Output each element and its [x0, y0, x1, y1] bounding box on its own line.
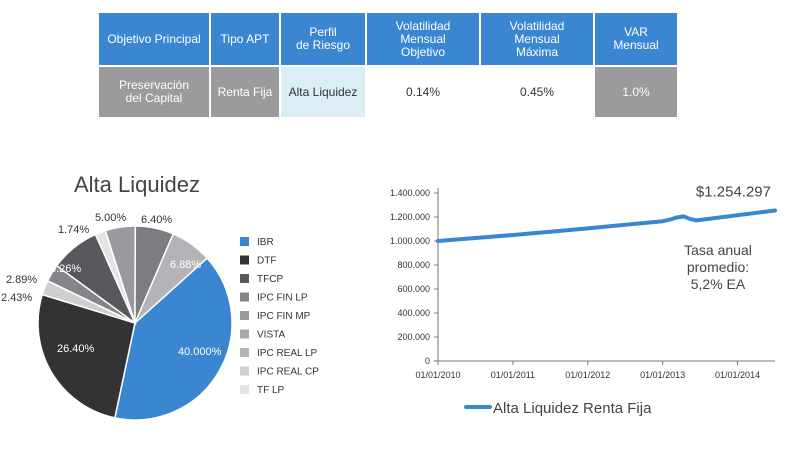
pie-label-ipc-real-cp: 6.40%: [141, 214, 172, 226]
x-tick-label: 01/01/2011: [491, 370, 535, 380]
header-volatilidad-objetivo: Volatilidad Mensual Objetivo: [367, 13, 479, 65]
legend-label-ipc-real-lp: IPC REAL LP: [257, 348, 318, 359]
cell-volatilidad-objetivo: 0.14%: [367, 67, 479, 117]
pie-slice-tf-lp: [134, 232, 209, 324]
legend-swatch-tfcp: [240, 274, 249, 283]
annotation-line: promedio:: [687, 259, 749, 275]
legend-label-ipc-fin-mp: IPC FIN MP: [257, 311, 311, 322]
y-tick-label: 1.000.000: [390, 236, 430, 246]
pie-label-ipc-real-lp: 5.00%: [95, 212, 126, 224]
pie-slice-dtf: [37, 293, 136, 419]
end-value-label: $1.254.297: [696, 183, 771, 200]
pie-label-ipc-fin-mp: 8.26%: [50, 263, 81, 275]
cell-perfil-riesgo: Alta Liquidez: [281, 67, 365, 117]
header-volatilidad-maxima: Volatilidad Mensual Máxima: [481, 13, 593, 65]
legend-swatch-ipc-fin-lp: [240, 292, 249, 302]
y-tick-label: 1.200.000: [390, 212, 430, 222]
legend-label-ipc-fin-lp: IPC FIN LP: [257, 293, 308, 304]
legend-swatch-ipc-fin-mp: [240, 311, 249, 320]
legend-label-tf-lp: TF LP: [257, 385, 285, 396]
y-tick-label: 1.400.000: [390, 188, 430, 198]
series-line-alta-liquidez-renta-fija: [436, 208, 777, 243]
annotation-line: Tasa anual: [684, 242, 752, 258]
legend-label-dtf: DTF: [257, 256, 276, 267]
summary-table: Objetivo Principal Tipo APT Perfil de Ri…: [97, 11, 679, 119]
cell-volatilidad-maxima: 0.45%: [481, 67, 593, 117]
header-tipo-apt: Tipo APT: [211, 13, 279, 65]
summary-data-row: Preservación del Capital Renta Fija Alta…: [99, 67, 677, 117]
x-tick-label: 01/01/2014: [715, 370, 760, 380]
legend-label-ipc-real-cp: IPC REAL CP: [257, 367, 319, 378]
cell-objetivo: Preservación del Capital: [99, 67, 209, 117]
legend-swatch-dtf: [240, 255, 249, 265]
pie-chart-title: Alta Liquidez: [74, 172, 200, 197]
legend-label-tfcp: TFCP: [257, 274, 283, 285]
x-tick-label: 01/01/2010: [415, 370, 460, 380]
cell-var-mensual: 1.0%: [595, 67, 677, 117]
line-legend-label: Alta Liquidez Renta Fija: [493, 400, 652, 417]
x-tick-label: 01/01/2013: [640, 370, 685, 380]
y-tick-label: 400.000: [397, 308, 430, 318]
summary-header-row: Objetivo Principal Tipo APT Perfil de Ri…: [99, 13, 677, 65]
pie-label-tfcp: 2.43%: [1, 292, 32, 304]
legend-label-vista: VISTA: [257, 330, 285, 341]
line-chart: 0 200.000 400.000 600.000 800.000 1.000.000 1.…: [390, 183, 777, 417]
y-tick-label: 800.000: [397, 260, 430, 270]
legend-swatch-tf-lp: [240, 385, 249, 394]
legend-swatch-vista: [240, 329, 249, 339]
pie-slice-ibr: [113, 257, 233, 421]
pie-label-dtf: 26.40%: [57, 343, 95, 355]
pie-label-vista: 1.74%: [58, 224, 89, 236]
y-tick-label: 0: [425, 356, 430, 366]
pie-label-ibr: 40.000%: [178, 346, 222, 358]
legend-swatch-ibr: [240, 237, 249, 246]
pie-label-ipc-fin-lp: 2.89%: [6, 274, 37, 286]
header-perfil-riesgo: Perfil de Riesgo: [281, 13, 365, 65]
y-tick-label: 200.000: [397, 332, 430, 342]
legend-label-ibr: IBR: [257, 237, 274, 248]
header-var-mensual: VAR Mensual: [595, 13, 677, 65]
pie-label-tf-lp: 6.88%: [170, 259, 201, 271]
header-objetivo: Objetivo Principal: [99, 13, 209, 65]
legend-swatch-ipc-real-cp: [240, 366, 249, 376]
legend-swatch-ipc-real-lp: [240, 348, 249, 357]
x-tick-label: 01/01/2012: [565, 370, 610, 380]
annotation-line: 5,2% EA: [691, 276, 746, 292]
y-tick-label: 600.000: [397, 284, 430, 294]
pie-chart: 40.000% 26.40% 2.43% 2.89% 8.26% 1.74% 5.00% 6.…: [1, 212, 319, 421]
cell-tipo-apt: Renta Fija: [211, 67, 279, 117]
